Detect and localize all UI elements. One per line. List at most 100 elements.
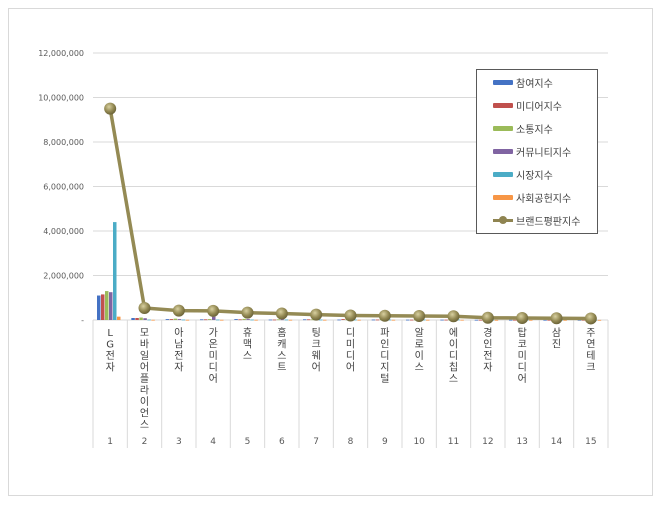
x-rank-label: 15	[585, 437, 596, 447]
legend-label: 시장지수	[516, 170, 553, 182]
line-marker	[516, 311, 529, 324]
line-marker	[172, 304, 185, 317]
x-rank-label: 9	[382, 437, 388, 447]
line-marker	[584, 312, 597, 325]
bar	[268, 319, 273, 321]
bar	[319, 319, 323, 321]
bar	[135, 317, 139, 320]
x-rank-label: 3	[176, 437, 182, 447]
bar	[311, 319, 315, 321]
bar	[422, 319, 426, 321]
x-rank-label: 4	[210, 437, 216, 447]
bar	[220, 319, 224, 321]
bar	[547, 319, 551, 321]
bar	[391, 319, 396, 321]
bar	[143, 318, 147, 320]
x-rank-label: 1	[107, 437, 113, 447]
bar	[353, 319, 357, 321]
bar	[444, 319, 448, 321]
y-tick-label: 2,000,000	[43, 272, 84, 281]
x-rank-label: 14	[551, 437, 563, 447]
bar	[284, 319, 289, 321]
y-tick-label: 4,000,000	[43, 227, 84, 236]
bar	[254, 319, 258, 321]
x-rank-label: 2	[142, 437, 148, 447]
bar	[341, 319, 345, 320]
bar	[151, 319, 155, 321]
bar	[165, 319, 170, 320]
bar	[406, 319, 410, 321]
bar	[242, 318, 246, 320]
legend-item-market: 시장지수	[477, 165, 553, 183]
bar	[173, 318, 178, 320]
legend-item-media: 미디어지수	[477, 96, 562, 114]
x-rank-label: 10	[413, 437, 425, 447]
bar	[216, 319, 220, 321]
bar	[494, 319, 499, 321]
bar	[208, 319, 212, 320]
bar	[105, 291, 109, 320]
bar	[371, 319, 376, 321]
y-tick-label: -	[81, 316, 84, 325]
bar	[234, 319, 238, 320]
legend-item-community: 커뮤니티지수	[477, 142, 571, 160]
y-tick-label: 6,000,000	[43, 183, 84, 192]
bar	[303, 319, 307, 321]
legend-label: 참여지수	[516, 78, 553, 90]
bar	[212, 316, 216, 320]
bar	[200, 319, 204, 321]
bar	[147, 319, 151, 321]
x-rank-label: 6	[279, 437, 285, 447]
x-rank-label: 11	[448, 437, 459, 447]
bar	[440, 319, 444, 321]
legend-label: 커뮤니티지수	[516, 147, 572, 159]
bar	[272, 319, 277, 321]
bar	[169, 319, 174, 320]
bar	[288, 319, 293, 321]
bar	[113, 222, 117, 320]
y-tick-label: 12,000,000	[38, 49, 84, 58]
legend-item-participation: 참여지수	[477, 73, 553, 91]
bar	[529, 319, 533, 321]
legend-swatch-icon	[493, 171, 513, 177]
line-marker	[481, 311, 494, 324]
bar	[460, 319, 464, 321]
bar	[131, 317, 135, 320]
bar	[357, 319, 361, 321]
bar	[337, 319, 341, 321]
bar	[474, 319, 479, 321]
line-marker	[275, 307, 288, 320]
line-marker	[207, 304, 220, 317]
bar	[387, 319, 392, 321]
legend-item-brand-reputation: 브랜드평판지수	[477, 211, 580, 229]
bar	[181, 319, 186, 321]
line-marker	[344, 309, 357, 322]
legend-swatch-icon	[493, 194, 513, 200]
bar	[250, 319, 254, 321]
bar	[238, 319, 242, 321]
line-marker	[104, 102, 117, 115]
line-marker	[241, 306, 254, 319]
bar	[246, 319, 250, 320]
line-marker	[447, 310, 460, 323]
legend-label: 미디어지수	[516, 101, 562, 113]
bar	[410, 319, 414, 321]
bar	[185, 319, 190, 321]
bar	[426, 319, 430, 321]
y-tick-label: 10,000,000	[38, 94, 84, 103]
legend-swatch-icon	[493, 79, 513, 85]
bar	[280, 319, 285, 321]
line-marker	[138, 301, 151, 314]
line-marker	[378, 309, 391, 322]
bar	[177, 319, 182, 320]
